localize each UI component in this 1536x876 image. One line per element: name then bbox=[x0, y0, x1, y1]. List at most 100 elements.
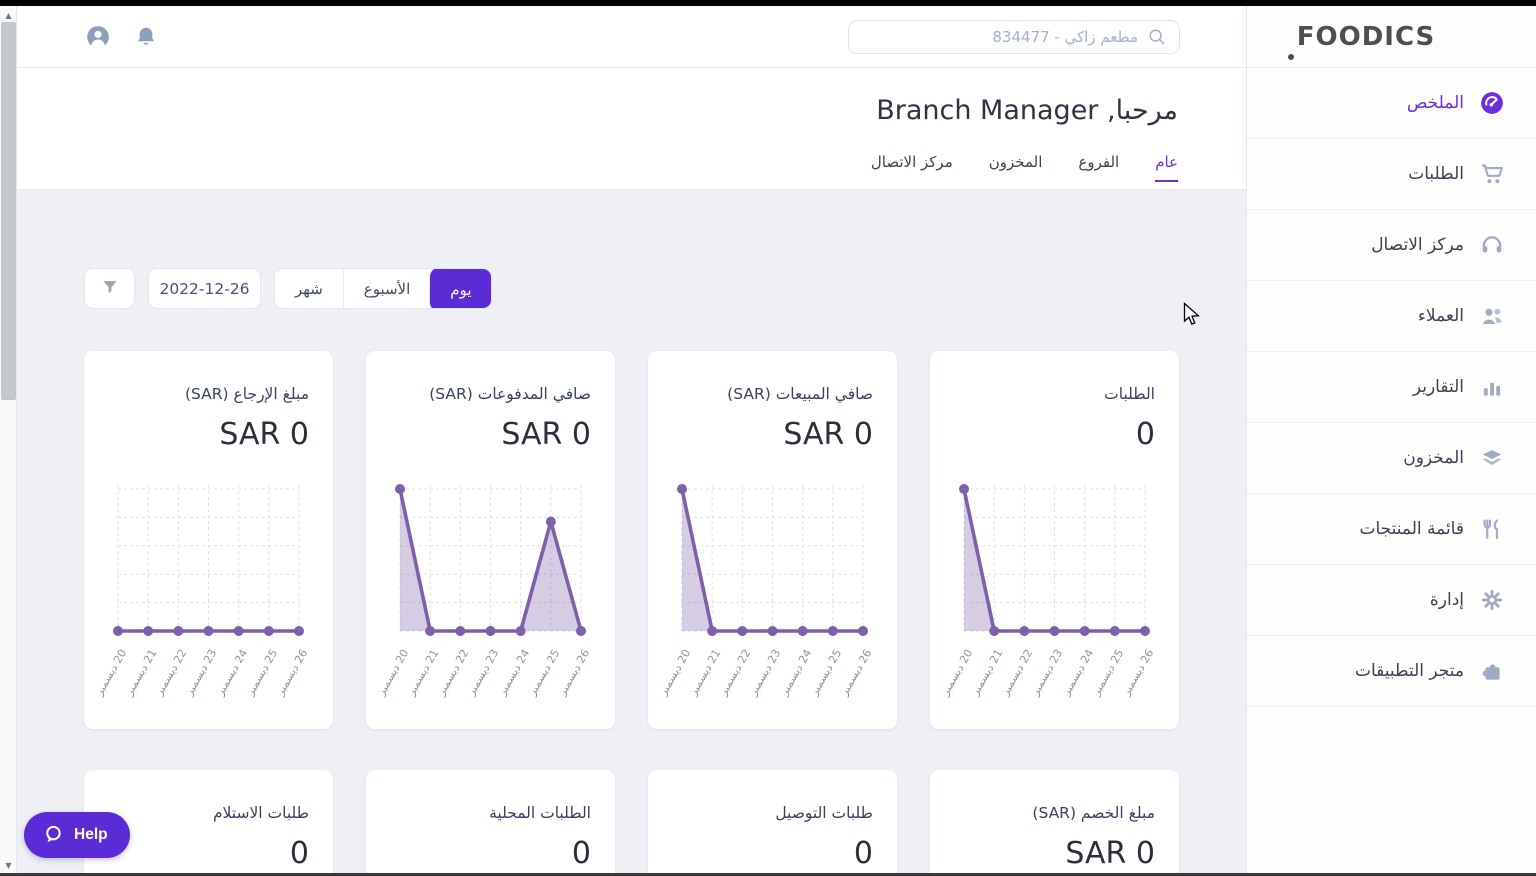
chart-area: 20 ديسمبر 21 ديسمبر 22 ديسمبر 23 ديسمبر 24 د… bbox=[938, 481, 1157, 711]
filter-button[interactable] bbox=[84, 268, 135, 309]
x-axis-labels: 20 ديسمبر 21 ديسمبر 22 ديسمبر 23 ديسمبر 24 د… bbox=[374, 647, 593, 698]
sidebar-item[interactable]: مركز الاتصال bbox=[1247, 210, 1536, 281]
stat-card-value: SAR 0 bbox=[219, 417, 309, 452]
period-segmented-control: شهر الأسبوع يوم bbox=[274, 268, 492, 309]
logo-dot-icon bbox=[1287, 54, 1294, 60]
stat-cards-bottom-row: مبلغ الخصم (SAR) SAR 0 طلبات التوصيل 0 الطلب… bbox=[84, 770, 1179, 876]
sidebar-item-label: متجر التطبيقات bbox=[1354, 661, 1464, 681]
tab[interactable]: الفروع bbox=[1078, 153, 1120, 171]
sidebar-item-label: المخزون bbox=[1403, 448, 1464, 468]
chart-area: 20 ديسمبر 21 ديسمبر 22 ديسمبر 23 ديسمبر 24 د… bbox=[92, 481, 311, 711]
stat-card-value: 0 bbox=[853, 836, 873, 871]
help-button-label: Help bbox=[74, 826, 108, 843]
filters-row: 2022-12-26 شهر الأسبوع يوم bbox=[84, 268, 492, 309]
stat-card: صافي المبيعات (SAR) SAR 0 20 ديسمبر 21 ديس… bbox=[648, 351, 897, 729]
sidebar-item-label: الطلبات bbox=[1408, 164, 1464, 184]
page-title: مرحبا, Branch Manager bbox=[876, 95, 1178, 126]
topbar: مطعم زاكي - 834477 bbox=[17, 6, 1246, 68]
cutlery-icon bbox=[1479, 516, 1505, 542]
stat-card-title: صافي المدفوعات (SAR) bbox=[429, 385, 591, 403]
customers-icon bbox=[1479, 303, 1505, 329]
main-content: 2022-12-26 شهر الأسبوع يوم الطلبات 0 20 ديس… bbox=[17, 190, 1246, 876]
sidebar-item[interactable]: العملاء bbox=[1247, 281, 1536, 352]
topbar-icons bbox=[85, 24, 159, 50]
gear-icon bbox=[1479, 587, 1505, 613]
search-icon bbox=[1146, 26, 1167, 47]
puzzle-icon bbox=[1479, 658, 1505, 684]
page-header: مرحبا, Branch Manager عام الفروع المخزون مر… bbox=[17, 68, 1246, 190]
stat-card: الطلبات 0 20 ديسمبر 21 ديسمبر 22 ديسمبر 23 د… bbox=[930, 351, 1179, 729]
sidebar-item[interactable]: إدارة bbox=[1247, 565, 1536, 636]
stat-card-value: 0 bbox=[1135, 417, 1155, 452]
scroll-up-arrow-icon[interactable]: ▲ bbox=[5, 10, 12, 20]
stat-card: مبلغ الخصم (SAR) SAR 0 bbox=[930, 770, 1179, 876]
stat-card-value: SAR 0 bbox=[501, 417, 591, 452]
window-top-edge bbox=[0, 0, 1536, 6]
tabs: عام الفروع المخزون مركز الاتصال bbox=[17, 153, 1178, 182]
stat-card-title: مبلغ الخصم (SAR) bbox=[1032, 804, 1155, 822]
period-button[interactable]: شهر bbox=[275, 269, 343, 308]
chart-area: 20 ديسمبر 21 ديسمبر 22 ديسمبر 23 ديسمبر 24 د… bbox=[374, 481, 593, 711]
user-avatar-icon bbox=[85, 24, 111, 50]
sidebar-item-label: العملاء bbox=[1417, 306, 1464, 326]
tab[interactable]: المخزون bbox=[988, 153, 1043, 171]
page-scrollbar[interactable]: ▲ ▼ bbox=[0, 6, 17, 876]
sidebar-menu: الملخص الطلبات مركز الاتصال العملاء التقارير… bbox=[1247, 68, 1536, 707]
stat-card-title: طلبات التوصيل bbox=[775, 804, 873, 822]
chat-bubble-icon bbox=[42, 823, 64, 848]
sidebar: FOODICS الملخص الطلبات مركز الاتصال العملاء… bbox=[1246, 6, 1536, 876]
stat-card-title: الطلبات bbox=[1104, 385, 1155, 403]
sidebar-item-label: التقارير bbox=[1412, 377, 1464, 397]
bar-chart-icon bbox=[1479, 374, 1505, 400]
sidebar-item-label: الملخص bbox=[1406, 93, 1464, 113]
stat-card-title: مبلغ الإرجاع (SAR) bbox=[184, 385, 309, 403]
stat-card: مبلغ الإرجاع (SAR) SAR 0 20 ديسمبر 21 ديسم… bbox=[84, 351, 333, 729]
stat-cards-top-row: الطلبات 0 20 ديسمبر 21 ديسمبر 22 ديسمبر 23 د… bbox=[84, 351, 1179, 729]
profile-button[interactable] bbox=[85, 24, 111, 50]
date-picker[interactable]: 2022-12-26 bbox=[148, 268, 261, 309]
stat-card-value: SAR 0 bbox=[1065, 836, 1155, 871]
chart-area: 20 ديسمبر 21 ديسمبر 22 ديسمبر 23 ديسمبر 24 د… bbox=[656, 481, 875, 711]
sidebar-item[interactable]: متجر التطبيقات bbox=[1247, 636, 1536, 707]
sidebar-item-label: مركز الاتصال bbox=[1371, 235, 1464, 255]
trend-chart bbox=[959, 484, 1150, 636]
sidebar-item[interactable]: المخزون bbox=[1247, 423, 1536, 494]
stat-card-value: SAR 0 bbox=[783, 417, 873, 452]
tab[interactable]: مركز الاتصال bbox=[870, 153, 953, 171]
sidebar-item-label: قائمة المنتجات bbox=[1359, 519, 1464, 539]
cart-icon bbox=[1479, 161, 1505, 187]
gauge-icon bbox=[1479, 90, 1505, 116]
trend-chart bbox=[113, 485, 304, 636]
stat-card-title: صافي المبيعات (SAR) bbox=[727, 385, 873, 403]
notifications-button[interactable] bbox=[133, 24, 159, 50]
stat-card-value: 0 bbox=[289, 836, 309, 871]
period-button[interactable]: الأسبوع bbox=[342, 269, 431, 308]
sidebar-item[interactable]: الطلبات bbox=[1247, 139, 1536, 210]
bell-icon bbox=[133, 24, 159, 50]
sidebar-item[interactable]: الملخص bbox=[1247, 68, 1536, 139]
funnel-icon bbox=[100, 277, 120, 300]
trend-chart bbox=[677, 484, 868, 636]
stat-card-title: الطلبات المحلية bbox=[489, 804, 591, 822]
stat-card: طلبات التوصيل 0 bbox=[648, 770, 897, 876]
x-axis-labels: 20 ديسمبر 21 ديسمبر 22 ديسمبر 23 ديسمبر 24 د… bbox=[92, 647, 311, 698]
stat-card: صافي المدفوعات (SAR) SAR 0 20 ديسمبر 21 دي… bbox=[366, 351, 615, 729]
scroll-down-arrow-icon[interactable]: ▼ bbox=[5, 860, 12, 870]
logo-text: FOODICS bbox=[1296, 21, 1436, 52]
headset-icon bbox=[1479, 232, 1505, 258]
business-search-input[interactable]: مطعم زاكي - 834477 bbox=[848, 19, 1180, 54]
tab[interactable]: عام bbox=[1155, 153, 1178, 182]
stat-card-value: 0 bbox=[571, 836, 591, 871]
sidebar-item[interactable]: قائمة المنتجات bbox=[1247, 494, 1536, 565]
x-axis-labels: 20 ديسمبر 21 ديسمبر 22 ديسمبر 23 ديسمبر 24 د… bbox=[938, 647, 1157, 698]
foodics-logo[interactable]: FOODICS bbox=[1247, 6, 1536, 68]
sidebar-item[interactable]: التقارير bbox=[1247, 352, 1536, 423]
period-button[interactable]: يوم bbox=[429, 269, 491, 308]
scrollbar-thumb[interactable] bbox=[1, 22, 16, 400]
stat-card-title: طلبات الاستلام bbox=[212, 804, 309, 822]
help-button[interactable]: Help bbox=[24, 812, 130, 858]
business-search-value: مطعم زاكي - 834477 bbox=[992, 27, 1138, 46]
stat-card: الطلبات المحلية 0 bbox=[366, 770, 615, 876]
window-bottom-edge bbox=[0, 873, 1536, 876]
x-axis-labels: 20 ديسمبر 21 ديسمبر 22 ديسمبر 23 ديسمبر 24 د… bbox=[656, 647, 875, 698]
